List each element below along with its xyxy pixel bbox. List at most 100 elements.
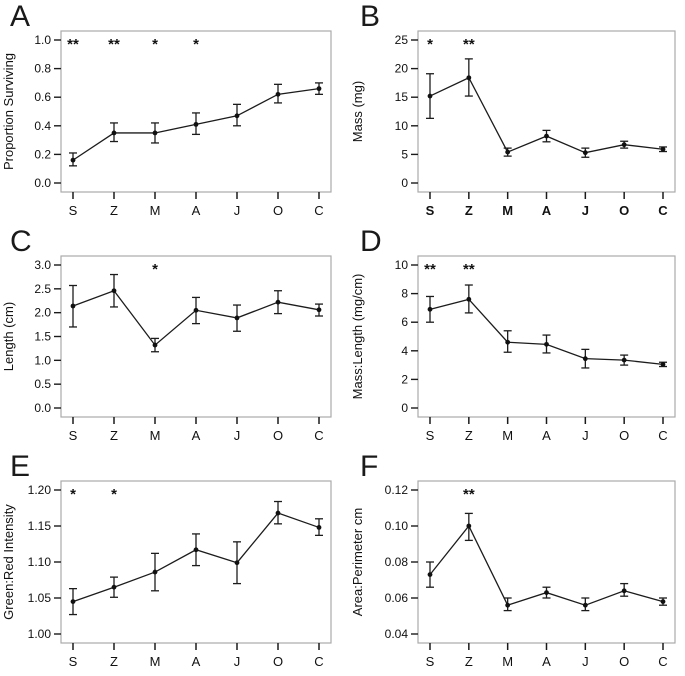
y-tick-label: 0.5 (34, 377, 51, 391)
y-tick-label: 2.0 (34, 306, 51, 320)
data-point (193, 307, 199, 313)
x-category-label: C (658, 203, 668, 218)
panel-letter-f: F (360, 450, 379, 483)
error-bars (426, 284, 667, 369)
data-points (70, 86, 322, 163)
data-point (544, 341, 549, 347)
y-tick-label: 1.15 (28, 519, 52, 533)
x-category-label: S (426, 203, 435, 218)
data-point (111, 584, 117, 590)
y-tick-label: 0 (401, 401, 408, 415)
significance-asterisk: ** (424, 261, 436, 278)
chart-green-red-intensity: 1.00 1.05 1.10 1.15 1.20 Green:Red Intensity S… (1, 480, 332, 669)
error-bars (426, 58, 667, 158)
data-point (505, 339, 511, 345)
y-tick-label: 10 (395, 119, 409, 133)
y-tick-label: 5 (401, 147, 408, 161)
data-point (111, 288, 117, 294)
x-category-label: Z (110, 203, 118, 218)
significance-asterisk: ** (463, 36, 475, 53)
data-point (152, 342, 158, 348)
x-category-label: O (273, 428, 283, 443)
y-tick-label: 0.08 (385, 555, 409, 569)
data-point (466, 523, 472, 529)
x-category-label: Z (465, 203, 473, 218)
data-point (234, 560, 240, 566)
x-category-label: S (69, 203, 78, 218)
data-points (70, 288, 322, 348)
y-tick-label: 0.2 (34, 147, 51, 161)
x-category-label: S (426, 654, 435, 669)
y-tick-label: 1.00 (28, 627, 52, 641)
y-axis: 0.0 0.5 1.0 1.5 2.0 2.5 3.0 (34, 258, 61, 415)
chart-length: 0.0 0.5 1.0 1.5 2.0 2.5 3.0 Length (cm) S Z M A J O C * (1, 255, 332, 443)
significance-markers: * ** (427, 36, 475, 53)
y-axis-title: Area:Perimeter cm (350, 508, 365, 616)
x-category-label: O (273, 654, 283, 669)
data-point (275, 91, 281, 97)
x-category-label: M (502, 203, 513, 218)
plot-box (60, 255, 332, 418)
data-point (275, 510, 281, 516)
panel-d: D 0 2 4 6 8 10 Mass:Length (mg/cm) S Z M A J O C ** ** (342, 225, 685, 450)
y-tick-label: 25 (395, 33, 409, 47)
y-tick-label: 1.10 (28, 555, 52, 569)
panel-letter-d: D (360, 225, 382, 258)
data-point (193, 121, 199, 127)
data-point (505, 602, 511, 608)
data-point (544, 133, 549, 139)
y-axis: 0.0 0.2 0.4 0.6 0.8 1.0 (34, 33, 61, 190)
data-point (582, 602, 588, 608)
x-category-label: M (150, 654, 161, 669)
x-category-label: C (658, 428, 667, 443)
panel-letter-e: E (10, 450, 31, 483)
data-point (621, 142, 627, 148)
x-category-label: S (69, 428, 78, 443)
panel-letter-b: B (360, 0, 381, 33)
y-tick-label: 0.06 (385, 591, 409, 605)
significance-asterisk: * (70, 486, 76, 503)
significance-asterisk: ** (463, 261, 475, 278)
data-point (316, 307, 322, 313)
x-category-label: J (234, 654, 241, 669)
y-tick-label: 0.12 (385, 483, 409, 497)
y-tick-label: 0.0 (34, 176, 51, 190)
x-category-label: M (150, 203, 161, 218)
panel-letter-a: A (10, 0, 31, 33)
data-point (660, 599, 666, 604)
data-point (505, 149, 511, 155)
x-category-label: J (582, 203, 589, 218)
data-point (427, 93, 433, 99)
x-category-label: S (426, 428, 435, 443)
data-point (427, 306, 433, 312)
data-point (621, 588, 627, 594)
data-point (582, 356, 588, 362)
y-tick-label: 3.0 (34, 258, 51, 272)
data-point (193, 547, 199, 553)
y-tick-label: 0.4 (34, 119, 51, 133)
panel-c: C 0.0 0.5 1.0 1.5 2.0 2.5 3.0 Length (cm) S Z M A J O… (0, 225, 342, 450)
data-point (582, 150, 588, 156)
x-category-label: Z (465, 428, 473, 443)
y-axis-title: Green:Red Intensity (1, 504, 16, 620)
x-category-label: A (542, 203, 552, 218)
y-tick-label: 1.0 (34, 33, 51, 47)
x-category-label: C (314, 654, 323, 669)
data-point (111, 130, 117, 136)
data-point (70, 157, 76, 163)
significance-markers: ** (70, 486, 117, 503)
x-category-label: O (619, 428, 629, 443)
panel-letter-c: C (10, 225, 32, 258)
y-tick-label: 2 (401, 372, 408, 386)
significance-asterisk: * (111, 486, 117, 503)
x-category-label: J (234, 203, 241, 218)
x-category-label: A (192, 428, 201, 443)
data-point (316, 86, 322, 92)
data-point (466, 75, 472, 81)
data-point (544, 590, 549, 595)
x-category-label: J (582, 654, 589, 669)
